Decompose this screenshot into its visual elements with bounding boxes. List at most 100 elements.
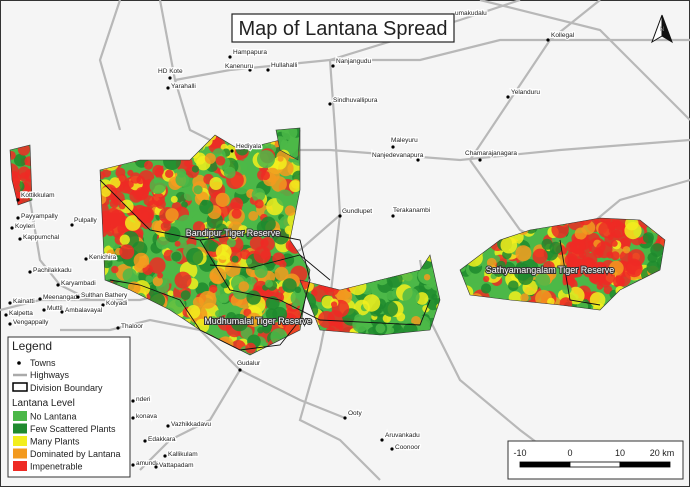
- density-patch: [101, 187, 111, 197]
- density-patch: [149, 257, 166, 274]
- legend-label: Many Plants: [30, 437, 80, 447]
- town-dot: [42, 308, 46, 312]
- density-patch: [109, 199, 119, 209]
- legend-label: Dominated by Lantana: [30, 449, 121, 459]
- density-patch: [192, 221, 206, 234]
- town-label: Hullahalli: [271, 62, 297, 69]
- town-dot: [343, 416, 347, 420]
- density-patch: [119, 244, 135, 260]
- density-patch: [572, 263, 583, 274]
- reserve-label: Mudhumalai Tiger Reserve: [204, 316, 312, 326]
- town-dot: [60, 310, 64, 314]
- town-dot: [16, 198, 20, 202]
- density-patch: [595, 241, 613, 259]
- density-patch: [181, 201, 188, 209]
- density-patch: [589, 268, 606, 285]
- region-outline: [299, 254, 441, 336]
- town-label: Kalpetta: [9, 310, 33, 317]
- density-patch: [393, 322, 402, 331]
- legend-subtitle: Lantana Level: [12, 398, 75, 409]
- density-patch: [160, 221, 171, 232]
- density-patch: [581, 256, 593, 268]
- legend-label: Few Scattered Plants: [30, 424, 116, 434]
- density-patch: [209, 177, 223, 190]
- town-label: Vengappally: [13, 319, 49, 326]
- density-patch: [613, 275, 625, 288]
- town-label: Vattapadam: [159, 462, 194, 469]
- density-patch: [165, 274, 175, 284]
- density-patch: [362, 294, 381, 312]
- density-patch: [174, 240, 181, 247]
- town-label: amunda: [136, 460, 160, 467]
- density-patch: [277, 155, 284, 162]
- density-patch: [151, 220, 164, 233]
- density-patch: [610, 251, 620, 261]
- town-label: Edakkara: [148, 436, 176, 443]
- town-label: konava: [136, 413, 157, 420]
- town-label: Ooty: [348, 410, 362, 417]
- density-patch: [352, 316, 368, 333]
- density-patch: [209, 267, 227, 285]
- town-dot: [56, 283, 60, 287]
- density-patch: [411, 316, 421, 326]
- density-patch: [260, 250, 271, 260]
- density-patch: [423, 274, 431, 281]
- town-label: Kainatti: [13, 298, 35, 305]
- town-label: Payyampally: [21, 213, 59, 220]
- density-patch: [265, 279, 273, 288]
- town-label: Yarahalli: [171, 83, 196, 90]
- town-label: Maleyuru: [391, 137, 418, 144]
- town-dot: [16, 216, 20, 220]
- town-label: Koyleri: [15, 223, 35, 230]
- division-boundaries: [99, 179, 601, 351]
- legend: Legend Towns Highways Division Boundary Lant…: [12, 339, 121, 472]
- town-dot: [506, 95, 510, 99]
- density-patch: [515, 245, 532, 262]
- town-label: Gundlupet: [342, 208, 372, 215]
- legend-box: [7, 336, 131, 478]
- density-patch: [193, 185, 203, 195]
- scale-label: -10: [513, 448, 526, 458]
- density-patch: [136, 206, 154, 224]
- town-label: Karyambadi: [61, 280, 96, 287]
- density-patch: [125, 180, 134, 189]
- density-patch: [650, 243, 665, 257]
- density-patch: [118, 174, 127, 183]
- density-patch: [175, 297, 185, 308]
- town-label: Gudalur: [237, 360, 261, 367]
- density-patch: [144, 160, 153, 170]
- density-patch: [157, 272, 164, 279]
- density-patch: [228, 221, 244, 237]
- town-dot: [228, 55, 232, 59]
- density-patch: [294, 286, 302, 294]
- town-label: Kolyadi: [106, 300, 127, 307]
- scale-segment: [569, 461, 621, 468]
- density-patch: [156, 236, 169, 250]
- density-patch: [284, 205, 296, 216]
- town-dot: [154, 465, 158, 469]
- labels: umakudalu Kollegal Hampapura Kanenuru Hullah…: [4, 9, 615, 470]
- density-patch: [204, 153, 216, 164]
- density-patch: [483, 275, 490, 283]
- density-patch: [331, 301, 338, 308]
- density-patch: [562, 284, 572, 295]
- density-patch: [145, 275, 153, 283]
- density-patch: [143, 195, 155, 207]
- town-label: Hediyala: [236, 143, 262, 150]
- town-dot: [248, 68, 252, 72]
- town-dot: [4, 313, 8, 317]
- density-patch: [238, 225, 248, 235]
- density-patch: [520, 293, 529, 302]
- density-patch: [208, 241, 219, 252]
- density-patch: [191, 165, 199, 173]
- density-patch: [272, 306, 288, 322]
- town-dot: [101, 303, 105, 307]
- density-patch: [500, 236, 518, 254]
- density-patch: [613, 219, 621, 227]
- density-patch: [119, 234, 130, 245]
- density-patch: [549, 241, 562, 255]
- town-label: HD Kote: [158, 68, 183, 75]
- density-patch: [14, 153, 27, 167]
- density-patch: [625, 260, 643, 278]
- density-patch: [402, 287, 420, 305]
